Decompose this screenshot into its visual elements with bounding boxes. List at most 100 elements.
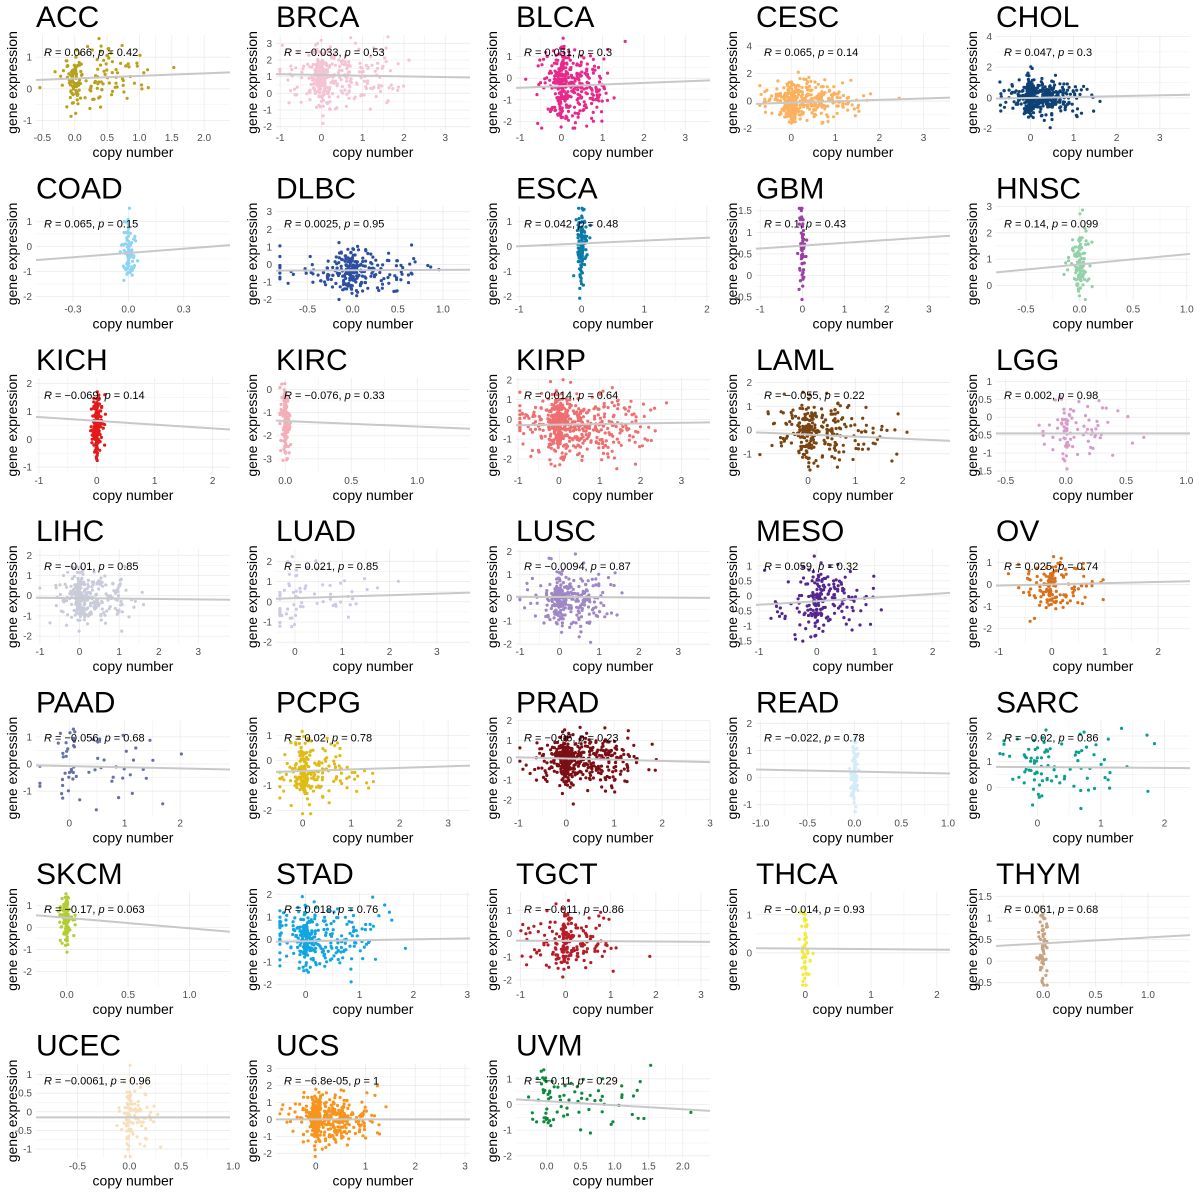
data-point — [798, 113, 802, 117]
data-point — [830, 455, 834, 459]
data-point — [1039, 80, 1043, 84]
correlation-annotation: R = 0.021, p = 0.85 — [284, 561, 378, 573]
data-point — [114, 81, 118, 85]
data-point — [72, 608, 76, 613]
correlation-annotation: R = −0.0094, p = 0.87 — [524, 561, 631, 573]
data-point — [75, 93, 80, 97]
x-tick-label: 0 — [814, 647, 820, 658]
y-tick-label: -2 — [263, 295, 272, 306]
data-point — [800, 403, 804, 407]
x-tick-label: 2 — [156, 647, 162, 658]
correlation-annotation: R = 0.0025, p = 0.95 — [284, 218, 384, 230]
data-point — [604, 439, 608, 443]
data-point — [337, 256, 341, 260]
data-point — [1047, 423, 1051, 427]
data-point — [896, 412, 900, 416]
data-point — [571, 61, 575, 65]
x-tick-label: 0 — [579, 304, 585, 315]
x-tick-label: 1 — [600, 133, 606, 144]
correlation-annotation: R = 0.065, p = 0.15 — [44, 218, 138, 230]
data-point — [1082, 84, 1086, 88]
data-point — [574, 599, 578, 603]
data-point — [316, 60, 320, 64]
data-point — [350, 291, 354, 295]
data-point — [785, 422, 789, 426]
data-point — [100, 405, 104, 410]
data-point — [560, 89, 565, 93]
panel-title: DLBC — [276, 172, 356, 205]
data-point — [344, 254, 348, 258]
data-point — [1062, 82, 1066, 86]
data-point — [577, 239, 582, 243]
data-point — [325, 101, 329, 106]
data-point — [280, 382, 284, 386]
data-point — [1076, 452, 1080, 457]
data-point — [1061, 457, 1065, 461]
data-point — [825, 85, 829, 89]
data-point — [790, 106, 794, 110]
y-tick-label: 3 — [266, 207, 272, 218]
data-point — [793, 115, 797, 119]
data-point — [871, 431, 875, 435]
y-tick-label: -2 — [23, 632, 32, 643]
data-point — [810, 417, 814, 421]
x-axis-label: copy number — [573, 658, 654, 674]
y-axis-label: gene expression — [964, 374, 980, 477]
data-point — [616, 402, 620, 407]
data-point — [555, 441, 559, 445]
regression-line — [995, 252, 1191, 274]
data-point — [600, 441, 605, 446]
data-point — [69, 114, 73, 118]
regression-line — [35, 71, 231, 81]
data-point — [333, 602, 338, 606]
x-tick-label: 0 — [94, 476, 100, 487]
data-point — [292, 622, 297, 627]
data-point — [1073, 85, 1077, 89]
data-point — [311, 280, 315, 284]
data-point — [110, 89, 115, 93]
data-point — [90, 580, 94, 584]
data-point — [111, 582, 115, 586]
x-axis-label: copy number — [813, 487, 894, 503]
data-point — [810, 579, 814, 583]
data-point — [1040, 89, 1044, 93]
data-point — [564, 428, 568, 432]
data-point — [319, 38, 323, 42]
data-point — [596, 413, 600, 417]
data-point — [1053, 100, 1057, 104]
data-point — [568, 67, 572, 72]
data-point — [303, 586, 307, 591]
data-point — [649, 408, 653, 412]
data-point — [284, 410, 288, 414]
data-point — [779, 441, 783, 445]
data-point — [340, 85, 344, 89]
data-point — [562, 607, 566, 612]
x-tick-label: 1 — [596, 647, 602, 658]
data-point — [138, 53, 142, 57]
data-point — [601, 590, 605, 595]
data-point — [535, 93, 539, 97]
data-point — [359, 94, 363, 98]
data-point — [347, 60, 351, 64]
data-point — [633, 440, 637, 444]
data-point — [70, 70, 75, 74]
data-point — [616, 407, 620, 411]
data-point — [366, 66, 370, 70]
data-point — [879, 608, 883, 612]
data-point — [65, 105, 69, 109]
data-point — [1058, 90, 1063, 94]
data-point — [842, 616, 846, 620]
data-point — [120, 43, 124, 48]
data-point — [558, 425, 562, 429]
data-point — [103, 621, 108, 625]
data-point — [384, 46, 388, 50]
data-point — [89, 425, 93, 429]
data-point — [578, 234, 582, 238]
data-point — [376, 263, 380, 267]
data-point — [580, 458, 584, 462]
data-point — [798, 421, 802, 425]
data-point — [830, 427, 834, 431]
x-tick-label: 2.0 — [197, 133, 211, 144]
panel-title: HNSC — [996, 172, 1081, 205]
data-point — [556, 598, 561, 602]
